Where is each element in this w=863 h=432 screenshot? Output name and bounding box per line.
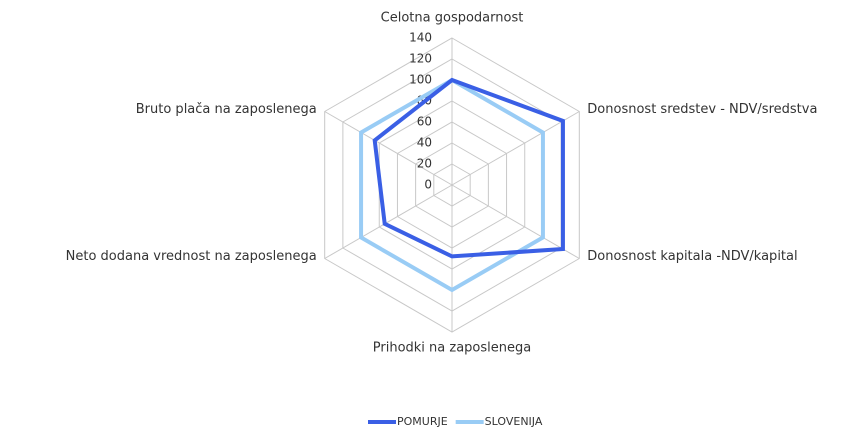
y-tick-label: 120 <box>409 52 432 66</box>
spoke <box>324 111 453 186</box>
legend-label: SLOVENIJA <box>485 415 543 428</box>
y-tick-label: 0 <box>424 178 432 192</box>
spoke <box>451 184 580 259</box>
category-label: Bruto plača na zaposlenega <box>136 102 317 117</box>
y-tick-label: 40 <box>417 136 432 150</box>
category-label: Neto dodana vrednost na zaposlenega <box>66 249 317 264</box>
legend-label: POMURJE <box>397 415 448 428</box>
category-label: Prihodki na zaposlenega <box>373 341 531 356</box>
y-tick-label: 140 <box>409 31 432 45</box>
spoke <box>324 184 453 259</box>
category-label: Donosnost sredstev - NDV/sredstva <box>587 102 817 117</box>
y-tick-label: 60 <box>417 115 432 129</box>
category-label: Celotna gospodarnost <box>381 11 524 26</box>
y-tick-label: 20 <box>417 157 432 171</box>
y-tick-label: 100 <box>409 73 432 87</box>
spoke <box>451 111 580 186</box>
category-label: Donosnost kapitala -NDV/kapital <box>587 249 797 264</box>
series-line <box>372 77 565 259</box>
series-line <box>359 77 545 293</box>
